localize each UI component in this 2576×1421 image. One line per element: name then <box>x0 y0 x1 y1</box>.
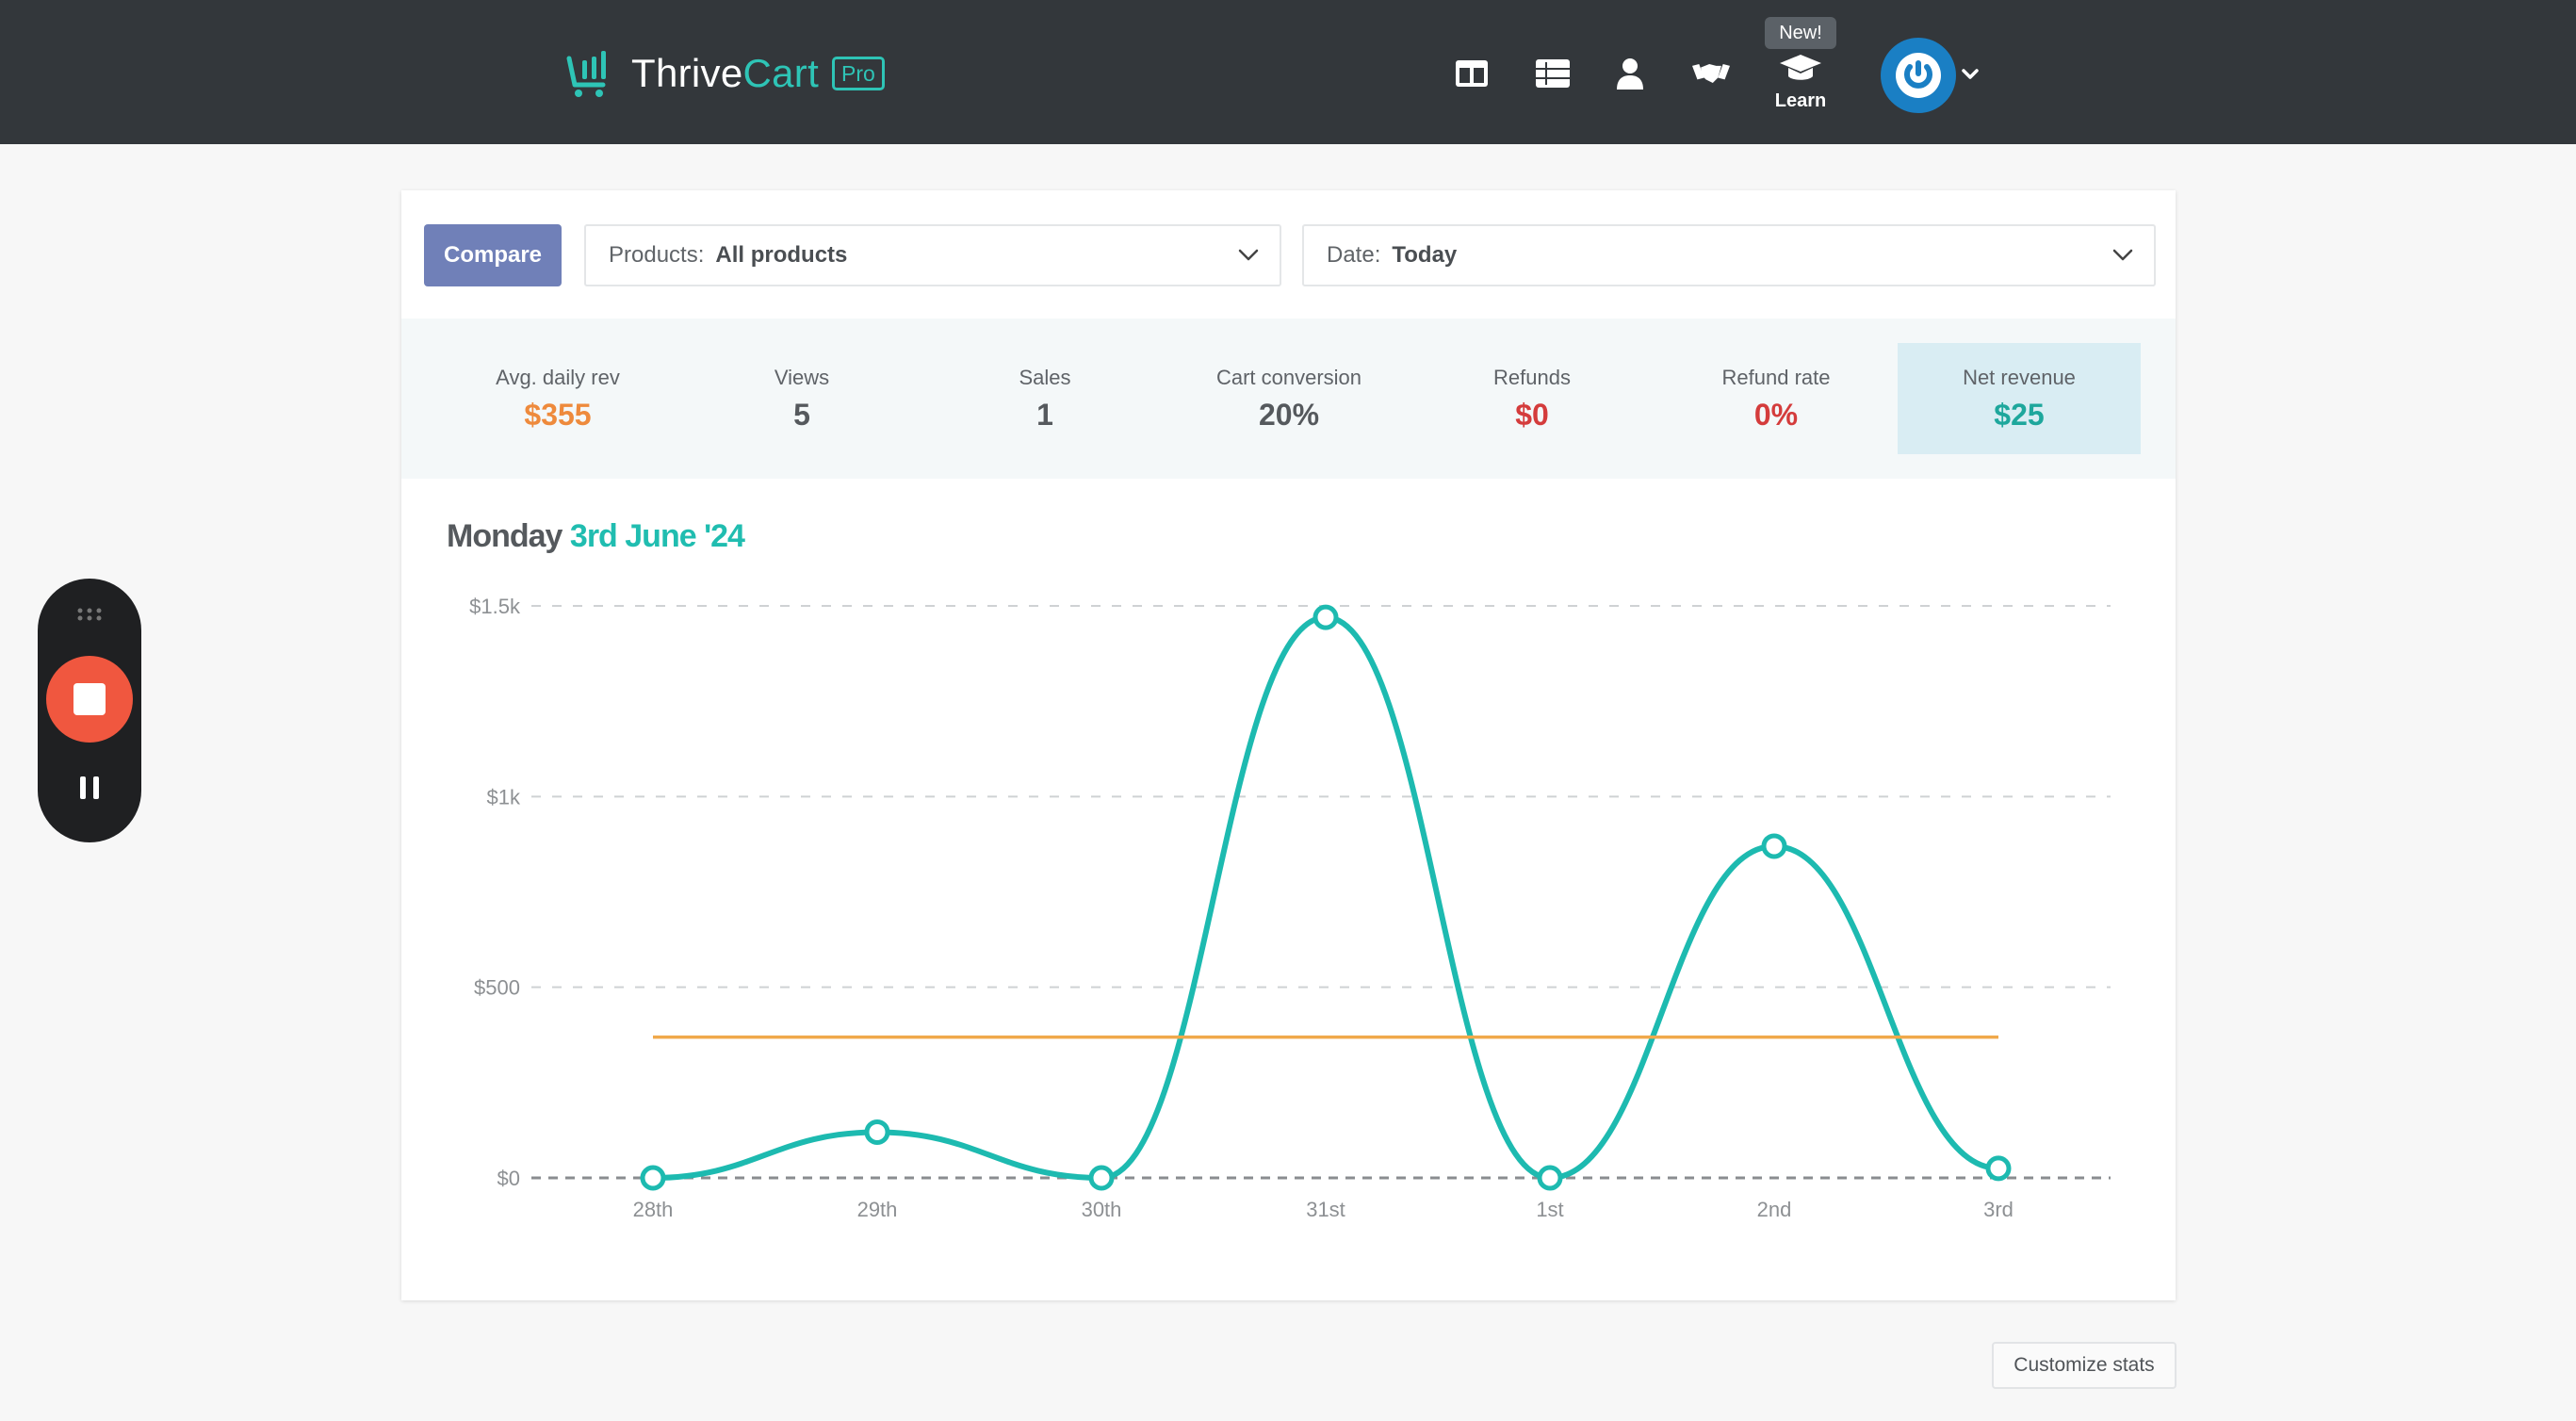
y-tick-label: $0 <box>497 1167 520 1190</box>
data-point <box>1312 604 1339 630</box>
stat-value: $25 <box>1994 398 2045 432</box>
stats-row: Avg. daily rev $355 Views 5 Sales 1 Cart… <box>401 318 2176 479</box>
thrivecart-logo[interactable]: ThriveCart Pro <box>565 47 885 100</box>
stop-icon <box>73 683 106 715</box>
stat-value: $355 <box>524 398 592 432</box>
data-point <box>1761 833 1787 859</box>
logo-text: ThriveCart <box>631 51 820 95</box>
x-tick-label: 1st <box>1536 1198 1563 1221</box>
chart-title-date: 3rd June '24 <box>569 518 745 554</box>
chevron-down-icon <box>2112 249 2133 261</box>
stat-label: Net revenue <box>1963 366 2076 389</box>
revenue-line-chart: $0 $500 $1k $1.5k 28th 29th 30th 31st 1st 2nd 3rd <box>469 595 2111 1221</box>
stat-value: $0 <box>1515 398 1549 432</box>
drag-handle-icon[interactable] <box>76 607 103 622</box>
stats-card: Compare Products: All products Date: Tod… <box>401 190 2176 1300</box>
stat-label: Cart conversion <box>1215 366 1362 389</box>
y-tick-label: $1k <box>487 785 521 808</box>
customize-stats-button[interactable]: Customize stats <box>1992 1342 2177 1389</box>
stat-label: Views <box>774 366 830 389</box>
date-value: Today <box>1392 242 1458 268</box>
x-tick-label: 28th <box>633 1198 674 1221</box>
user-avatar[interactable] <box>1881 38 1956 113</box>
x-tick-label: 30th <box>1082 1198 1122 1221</box>
stat-value: 1 <box>1036 398 1053 432</box>
stat-net-revenue[interactable]: Net revenue $25 <box>1898 343 2141 454</box>
x-tick-label: 31st <box>1306 1198 1345 1221</box>
stat-cart-conversion[interactable]: Cart conversion 20% <box>1167 343 1410 454</box>
stat-views[interactable]: Views 5 <box>680 343 923 454</box>
products-select[interactable]: Products: All products <box>584 224 1281 286</box>
x-tick-label: 2nd <box>1757 1198 1792 1221</box>
revenue-series-line <box>652 614 1999 1181</box>
y-tick-label: $1.5k <box>469 595 521 618</box>
pro-badge: Pro <box>832 57 885 90</box>
stat-value: 0% <box>1753 398 1799 432</box>
chart-title: Monday 3rd June '24 <box>447 518 745 555</box>
products-label: Products: <box>609 242 705 268</box>
stat-label: Refunds <box>1493 366 1571 389</box>
user-icon[interactable] <box>1611 55 1649 92</box>
data-point <box>640 1165 666 1191</box>
stat-sales[interactable]: Sales 1 <box>923 343 1166 454</box>
stat-label: Avg. daily rev <box>496 366 620 389</box>
cart-logo-icon <box>566 51 606 97</box>
list-icon[interactable] <box>1534 55 1572 92</box>
screen-recorder-widget <box>38 579 141 842</box>
chevron-down-icon[interactable] <box>1962 68 1979 81</box>
top-navigation-bar: ThriveCart Pro New! Learn <box>0 0 2576 144</box>
new-badge: New! <box>1765 17 1836 49</box>
x-tick-label: 3rd <box>1983 1198 2014 1221</box>
stat-label: Sales <box>1019 366 1071 389</box>
date-label: Date: <box>1327 242 1381 268</box>
stat-refunds[interactable]: Refunds $0 <box>1410 343 1654 454</box>
stop-recording-button[interactable] <box>46 656 133 743</box>
data-point <box>1537 1165 1563 1191</box>
stat-avg-daily-rev[interactable]: Avg. daily rev $355 <box>436 343 679 454</box>
x-tick-label: 29th <box>857 1198 898 1221</box>
power-icon <box>1896 53 1941 98</box>
chart-title-day: Monday <box>447 518 562 554</box>
date-select[interactable]: Date: Today <box>1302 224 2156 286</box>
chevron-down-icon <box>1238 249 1259 261</box>
stat-value: 20% <box>1258 398 1320 432</box>
data-point <box>1985 1155 2012 1182</box>
graduation-cap-icon[interactable] <box>1779 53 1822 83</box>
data-point <box>1088 1165 1115 1191</box>
y-tick-label: $500 <box>474 976 520 1000</box>
stat-refund-rate[interactable]: Refund rate 0% <box>1655 343 1898 454</box>
stat-value: 5 <box>793 398 810 432</box>
compare-button[interactable]: Compare <box>424 224 562 286</box>
data-point <box>864 1119 890 1145</box>
handshake-icon[interactable] <box>1692 55 1730 92</box>
pause-icon[interactable] <box>77 775 102 801</box>
learn-label[interactable]: Learn <box>1774 90 1827 111</box>
products-value: All products <box>715 242 848 268</box>
dashboard-icon[interactable] <box>1453 55 1491 92</box>
stat-label: Refund rate <box>1721 366 1831 389</box>
